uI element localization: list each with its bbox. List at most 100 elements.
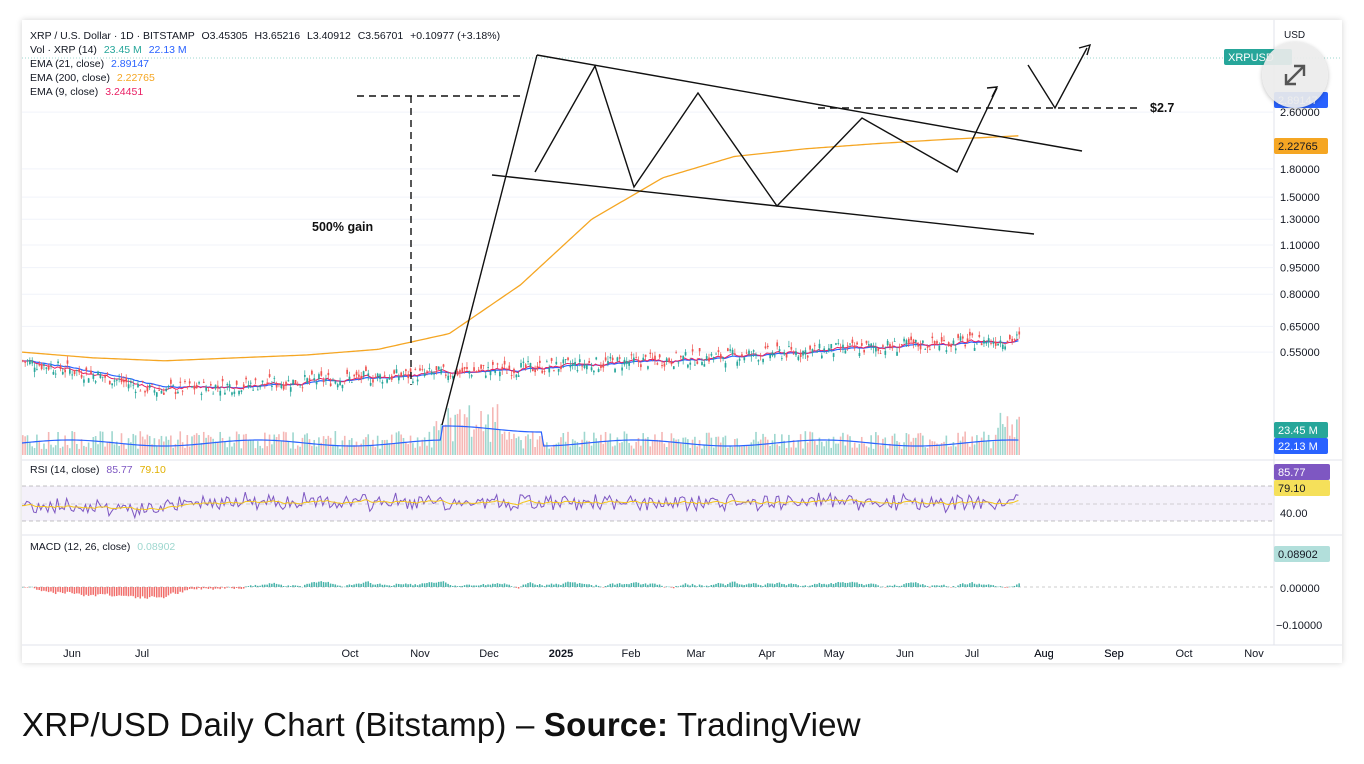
candle-body — [492, 361, 494, 365]
volume-legend[interactable]: Vol · XRP (14) 23.45 M 22.13 M — [30, 44, 187, 57]
candle — [755, 352, 757, 359]
candle-body — [778, 349, 781, 352]
candle — [562, 356, 565, 369]
candle-body — [969, 331, 971, 336]
candle-body — [151, 383, 153, 385]
expand-button[interactable] — [1262, 42, 1328, 108]
candle — [966, 333, 969, 344]
volume-bar — [494, 421, 496, 455]
candle-body — [400, 372, 403, 377]
macd-histogram-bar — [672, 587, 675, 589]
candle — [311, 369, 313, 376]
candle — [61, 367, 64, 376]
candle-body — [38, 364, 41, 366]
rsi-value-1: 85.77 — [106, 464, 133, 476]
candle-body — [346, 369, 348, 374]
impulse-trendline — [441, 54, 538, 426]
candle-body — [797, 356, 800, 360]
candle-body — [419, 368, 421, 371]
macd-histogram-bar — [527, 583, 529, 587]
candle — [640, 362, 642, 371]
candle — [163, 388, 165, 395]
candle — [459, 368, 461, 378]
macd-histogram-bar — [381, 584, 384, 587]
macd-histogram-bar — [402, 584, 405, 587]
volume-bar — [980, 437, 983, 455]
candle — [24, 361, 27, 367]
volume-value-1: 23.45 M — [103, 44, 142, 56]
candle — [750, 350, 753, 362]
candle — [47, 363, 50, 371]
candle — [926, 344, 929, 353]
candle — [43, 363, 45, 371]
macd-histogram-bar — [437, 581, 440, 587]
candle — [83, 375, 85, 387]
candle — [78, 365, 81, 375]
candle — [705, 353, 708, 361]
rsi-ma-line — [22, 499, 1019, 511]
volume-bar — [764, 436, 767, 455]
candle-body — [564, 359, 567, 360]
candle — [52, 369, 55, 375]
macd-histogram-bar — [741, 584, 743, 587]
candle — [644, 354, 647, 361]
candle-body — [1016, 334, 1018, 336]
volume-bar — [144, 439, 146, 455]
macd-histogram-bar — [750, 583, 752, 587]
candle-body — [630, 354, 633, 356]
candle — [127, 379, 130, 392]
candle — [275, 381, 278, 391]
candle — [210, 381, 212, 387]
volume-bar — [633, 448, 635, 455]
candle-body — [804, 350, 807, 355]
candle — [179, 377, 182, 387]
volume-bar — [26, 435, 29, 455]
candle — [261, 380, 264, 385]
candle-body — [677, 362, 680, 364]
macd-histogram-bar — [322, 582, 325, 587]
macd-histogram-bar — [87, 587, 90, 596]
macd-histogram-bar — [470, 585, 473, 587]
volume-bar — [781, 434, 783, 455]
candle-body — [973, 347, 976, 351]
caption-prefix: XRP/USD Daily Chart (Bitstamp) – — [22, 706, 544, 743]
volume-bar — [466, 417, 468, 455]
rsi-legend[interactable]: RSI (14, close) 85.77 79.10 — [30, 464, 166, 476]
volume-bar — [172, 447, 174, 455]
volume-bar — [524, 436, 527, 455]
candle-body — [839, 348, 842, 350]
volume-bar — [863, 443, 865, 455]
candle — [376, 372, 379, 382]
candle — [703, 359, 706, 367]
candle — [962, 334, 964, 343]
candle-body — [614, 368, 616, 373]
candle-body — [264, 383, 266, 385]
volume-bar — [727, 447, 729, 455]
candle — [520, 359, 522, 369]
volume-bar — [181, 442, 184, 455]
volume-bar — [884, 437, 887, 455]
volume-bar — [97, 444, 99, 455]
candle — [776, 339, 779, 350]
volume-bar — [362, 439, 365, 455]
volume-bar — [851, 447, 854, 455]
candle-body — [971, 333, 974, 336]
candle-body — [480, 364, 482, 369]
macd-histogram-bar — [649, 583, 651, 587]
candle-body — [437, 366, 440, 370]
candle — [865, 340, 868, 345]
macd-histogram-bar — [193, 587, 196, 590]
ema21-legend[interactable]: EMA (21, close) 2.89147 — [30, 58, 149, 71]
macd-histogram-bar — [435, 582, 438, 587]
candle-body — [447, 375, 450, 380]
candle — [539, 355, 541, 369]
ema9-legend[interactable]: EMA (9, close) 3.24451 — [30, 86, 143, 99]
macd-legend[interactable]: MACD (12, 26, close) 0.08902 — [30, 541, 175, 553]
candle — [959, 333, 962, 343]
volume-bar — [69, 448, 71, 455]
macd-histogram-bar — [163, 587, 165, 599]
macd-histogram-bar — [280, 584, 282, 587]
macd-histogram-bar — [299, 586, 301, 587]
candle-body — [83, 379, 85, 383]
ema200-legend[interactable]: EMA (200, close) 2.22765 — [30, 72, 155, 85]
